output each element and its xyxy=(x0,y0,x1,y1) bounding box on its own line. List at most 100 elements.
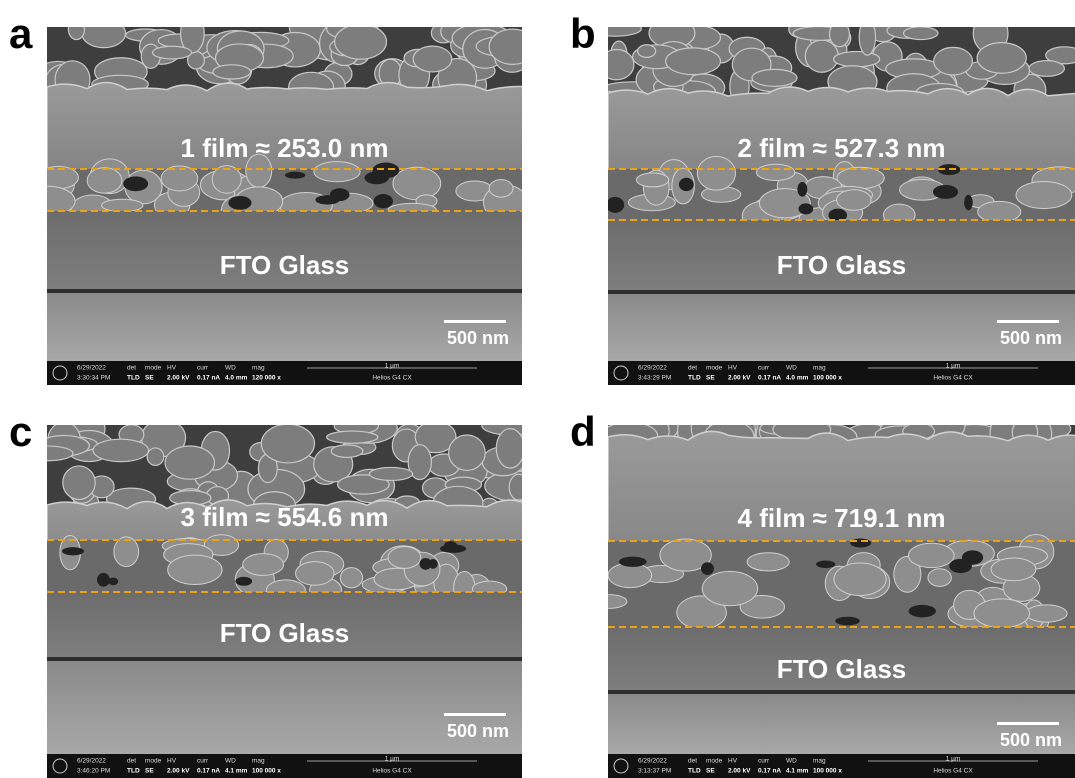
surface-grain xyxy=(261,424,314,463)
surface-grain xyxy=(82,19,126,48)
pore-grain xyxy=(908,543,954,567)
instrument: Helios G4 CX xyxy=(372,375,412,382)
info-value: 2.00 kV xyxy=(167,375,190,382)
info-time: 3:30:34 PM xyxy=(77,375,110,382)
pore-grain xyxy=(87,168,122,193)
film-thickness-label: 4 film ≈ 719.1 nm xyxy=(738,503,946,533)
surface-grain xyxy=(331,445,363,458)
substrate-label: FTO Glass xyxy=(777,250,907,280)
void xyxy=(962,550,983,564)
info-bar xyxy=(47,361,522,385)
sem-image: 1 film ≈ 253.0 nmFTO Glass500 nm xyxy=(21,11,536,361)
info-header: mag xyxy=(813,758,826,765)
pore-grain xyxy=(928,569,951,587)
interface xyxy=(47,657,522,661)
info-date: 6/29/2022 xyxy=(77,758,106,765)
pore-grain xyxy=(991,558,1036,581)
void xyxy=(799,203,814,214)
field-width: 1 µm xyxy=(946,363,961,370)
info-header: det xyxy=(688,365,697,372)
void xyxy=(62,547,84,555)
info-value: SE xyxy=(145,375,154,382)
info-date: 6/29/2022 xyxy=(638,758,667,765)
void xyxy=(933,185,958,199)
info-value: SE xyxy=(706,768,715,775)
info-value: 100 000 x xyxy=(813,375,842,382)
info-header: WD xyxy=(786,365,797,372)
pore-grain xyxy=(636,173,668,187)
info-header: mode xyxy=(145,758,162,765)
pore-grain xyxy=(1016,181,1072,208)
info-header: det xyxy=(688,758,697,765)
pore-grain xyxy=(974,599,1030,628)
panel-letter: a xyxy=(9,10,33,57)
info-header: mag xyxy=(813,365,826,372)
info-value: SE xyxy=(706,375,715,382)
pore-grain xyxy=(296,562,335,586)
info-value: 0.17 nA xyxy=(197,375,220,382)
substrate-label: FTO Glass xyxy=(220,618,350,648)
info-value: TLD xyxy=(688,375,701,382)
instrument: Helios G4 CX xyxy=(933,375,973,382)
interface xyxy=(608,690,1075,694)
pore-grain xyxy=(314,162,360,182)
interface xyxy=(47,289,522,293)
scale-bar xyxy=(444,713,506,716)
pore-grain xyxy=(837,167,884,188)
surface-grain xyxy=(449,435,486,470)
surface-grain xyxy=(335,24,387,59)
surface-grain xyxy=(152,46,191,59)
surface-grain xyxy=(977,43,1026,74)
info-header: mode xyxy=(706,758,723,765)
surface-grain xyxy=(752,69,797,86)
info-value: TLD xyxy=(127,768,140,775)
info-header: HV xyxy=(167,365,177,372)
info-value: 100 000 x xyxy=(252,768,281,775)
instrument: Helios G4 CX xyxy=(372,768,412,775)
pore-grain xyxy=(837,190,872,211)
pore-grain xyxy=(243,554,284,576)
void xyxy=(909,605,936,618)
pore-grain xyxy=(102,199,143,211)
void xyxy=(285,172,305,179)
void xyxy=(444,541,457,549)
pore-grain xyxy=(393,167,441,199)
void xyxy=(228,196,251,210)
info-header: curr xyxy=(197,365,209,372)
panel-letter: c xyxy=(9,408,32,455)
void xyxy=(679,178,694,191)
surface-grain xyxy=(165,446,214,479)
info-date: 6/29/2022 xyxy=(77,365,106,372)
info-header: curr xyxy=(758,758,770,765)
panel-letter: b xyxy=(570,10,596,57)
surface-grain xyxy=(830,22,850,47)
surface-grain xyxy=(903,27,938,40)
info-time: 3:13:37 PM xyxy=(638,768,671,775)
info-time: 3:43:29 PM xyxy=(638,375,671,382)
scale-bar-label: 500 nm xyxy=(447,328,509,348)
pore-grain xyxy=(340,568,362,588)
surface-grain xyxy=(327,431,378,443)
surface-grain xyxy=(369,467,412,480)
info-header: mode xyxy=(706,365,723,372)
film-thickness-label: 1 film ≈ 253.0 nm xyxy=(181,133,389,163)
info-header: curr xyxy=(197,758,209,765)
info-header: mag xyxy=(252,365,265,372)
sem-panel: 1 film ≈ 253.0 nmFTO Glass500 nm 6/29/202… xyxy=(21,11,536,385)
pore-grain xyxy=(697,156,735,190)
surface-grain xyxy=(599,50,634,80)
field-width: 1 µm xyxy=(946,756,961,763)
info-value: 4.0 mm xyxy=(225,375,248,382)
info-bar xyxy=(47,754,522,778)
info-header: curr xyxy=(758,365,770,372)
figure: 1 film ≈ 253.0 nmFTO Glass500 nm6/29/202… xyxy=(0,0,1075,778)
surface-grain xyxy=(588,22,641,36)
info-value: 2.00 kV xyxy=(728,768,751,775)
void xyxy=(850,539,871,548)
pore-grain xyxy=(747,553,789,571)
film-thickness-label: 2 film ≈ 527.3 nm xyxy=(738,133,946,163)
info-header: HV xyxy=(728,758,738,765)
info-date: 6/29/2022 xyxy=(638,365,667,372)
